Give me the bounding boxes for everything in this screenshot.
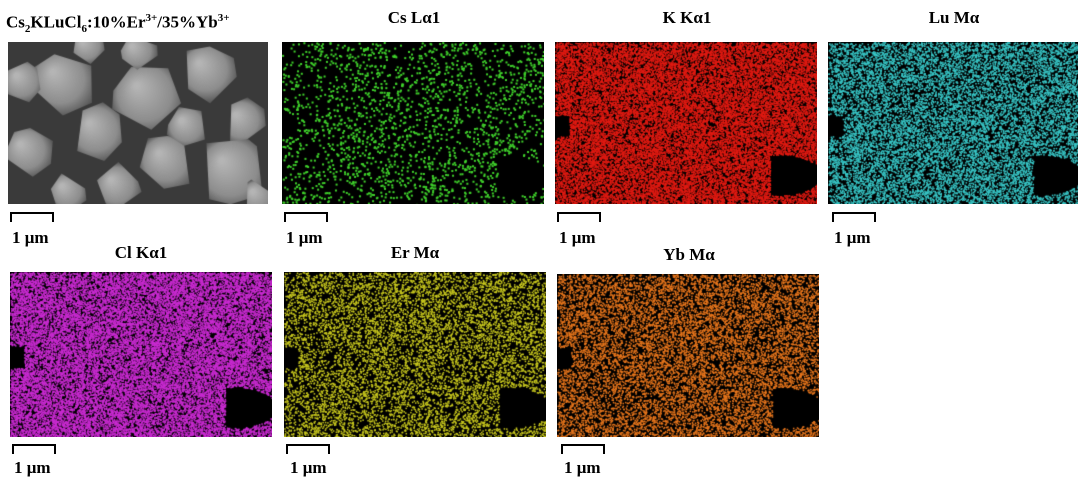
sample-title: Cs2KLuCl6:10%Er3+/35%Yb3+ [6, 12, 230, 36]
lu-map-title: Lu Mα [928, 8, 980, 27]
scale-bar [557, 212, 601, 222]
scale-label: 1 μm [12, 228, 49, 247]
yb-map-title: Yb Mα [663, 245, 715, 264]
scale-bar [284, 212, 328, 222]
er-map-title: Er Mα [390, 243, 440, 262]
k-map-image [555, 42, 817, 204]
scale-bar [286, 444, 330, 454]
cs-map-title: Cs Lα1 [387, 8, 441, 27]
k-map-title: K Kα1 [662, 8, 712, 27]
yb-map-image [557, 274, 819, 437]
scale-bar [561, 444, 605, 454]
cl-map-image [10, 272, 272, 437]
scale-bar [832, 212, 876, 222]
cl-map-title: Cl Kα1 [114, 243, 168, 262]
scale-label: 1 μm [564, 458, 601, 477]
scale-label: 1 μm [14, 458, 51, 477]
sem-image [8, 42, 268, 204]
scale-label: 1 μm [286, 228, 323, 247]
lu-map-image [828, 42, 1078, 204]
scale-label: 1 μm [559, 228, 596, 247]
scale-bar [10, 212, 54, 222]
scale-label: 1 μm [290, 458, 327, 477]
cs-map-image [282, 42, 544, 204]
scale-bar [12, 444, 56, 454]
scale-label: 1 μm [834, 228, 871, 247]
er-map-image [284, 272, 546, 437]
